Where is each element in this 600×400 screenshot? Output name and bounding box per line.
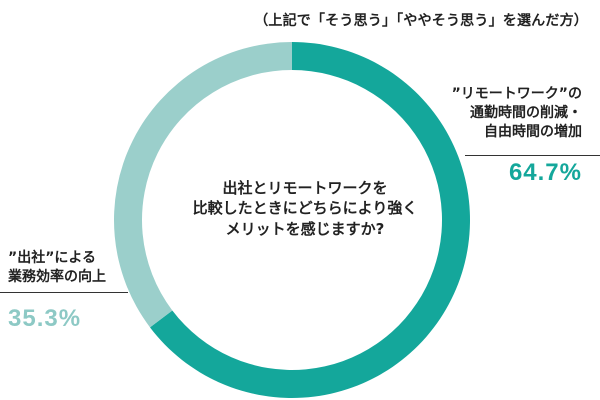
donut-slices: [114, 42, 470, 398]
leader-line-office: [0, 292, 128, 293]
label-remote: ”リモートワーク”の 通勤時間の削減・ 自由時間の増加 64.7%: [452, 66, 582, 205]
label-office-percent: 35.3%: [8, 304, 82, 332]
center-question: 出社とリモートワークを 比較したときにどちらにより強く メリットを感じますか?: [192, 179, 418, 238]
leader-line-remote: [465, 155, 600, 156]
label-office: ”出社”による 業務効率の向上 35.3%: [8, 230, 106, 350]
donut-slice-1: [114, 42, 293, 328]
label-remote-percent: 64.7%: [508, 159, 582, 187]
label-remote-text: ”リモートワーク”の 通勤時間の削減・ 自由時間の増加: [451, 85, 582, 140]
label-office-text: ”出社”による 業務効率の向上: [8, 249, 106, 285]
note-text: （上記で「そう思う」「ややそう思う」を選んだ方）: [254, 13, 588, 29]
